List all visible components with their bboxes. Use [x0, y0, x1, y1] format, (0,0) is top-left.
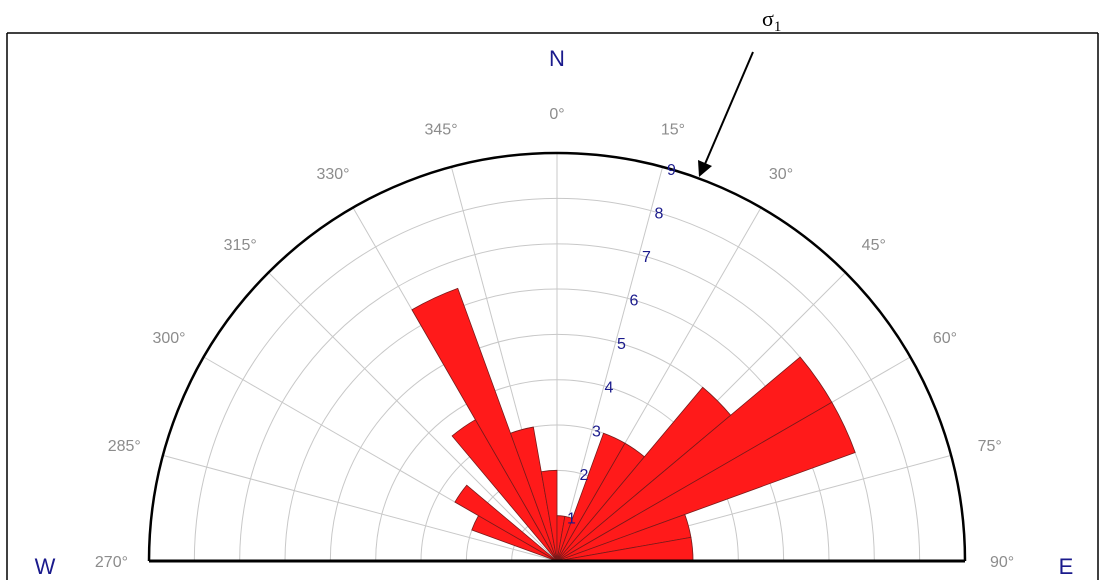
rose-petal-330 — [411, 287, 558, 562]
angle-tick-label: 0° — [549, 106, 564, 123]
radial-tick-label: 7 — [642, 249, 651, 266]
radial-tick-label: 8 — [655, 205, 664, 222]
sigma1-arrow-head — [698, 160, 712, 177]
grid-spoke — [268, 272, 558, 562]
radial-tick-label: 6 — [630, 293, 639, 310]
grid-spoke — [556, 166, 664, 562]
sigma1-subscript: 1 — [774, 19, 782, 35]
angle-tick-label: 75° — [978, 438, 1002, 455]
rose-petal-340 — [509, 426, 558, 562]
radial-tick-labels: 1 2 3 4 5 6 7 8 9 — [567, 162, 676, 528]
radial-tick-label: 1 — [567, 510, 576, 527]
sigma1-label: σ1 — [762, 6, 781, 35]
angle-tick-label: 90° — [990, 554, 1014, 571]
north-label: N — [549, 46, 565, 71]
angle-tick-label: 285° — [108, 438, 141, 455]
west-label: W — [35, 554, 56, 579]
angle-tick-label: 300° — [152, 330, 185, 347]
grid-spoke — [162, 454, 558, 562]
radial-tick-label: 5 — [617, 336, 626, 353]
chart-frame — [6, 32, 1099, 580]
radial-tick-label: 2 — [580, 467, 589, 484]
outer-circle — [147, 151, 967, 562]
radial-tick-label: 4 — [605, 380, 614, 397]
angle-tick-label: 45° — [862, 237, 886, 254]
angle-tick-label: 15° — [661, 121, 685, 138]
angle-tick-label: 60° — [933, 330, 957, 347]
radial-tick-label: 3 — [592, 423, 601, 440]
outer-arc — [147, 151, 967, 563]
rose-petals — [411, 287, 856, 562]
polar-grid — [162, 153, 952, 562]
angle-tick-labels: 270°285°300°315°330°345°0°15°30°45°60°75… — [95, 106, 1014, 571]
radial-tick-label: 9 — [667, 162, 676, 179]
angle-tick-label: 315° — [224, 237, 257, 254]
sigma1-symbol: σ — [762, 6, 774, 31]
angle-tick-label: 345° — [425, 121, 458, 138]
angle-tick-label: 330° — [316, 166, 349, 183]
angle-tick-label: 30° — [769, 166, 793, 183]
rose-petal-60 — [556, 401, 856, 562]
sigma1-arrow-shaft — [704, 51, 754, 165]
rose-petal-300 — [454, 484, 558, 562]
sigma1-annotation: σ1 — [698, 6, 781, 177]
rose-petal-350 — [540, 469, 558, 562]
east-label: E — [1059, 554, 1074, 579]
angle-tick-label: 270° — [95, 554, 128, 571]
